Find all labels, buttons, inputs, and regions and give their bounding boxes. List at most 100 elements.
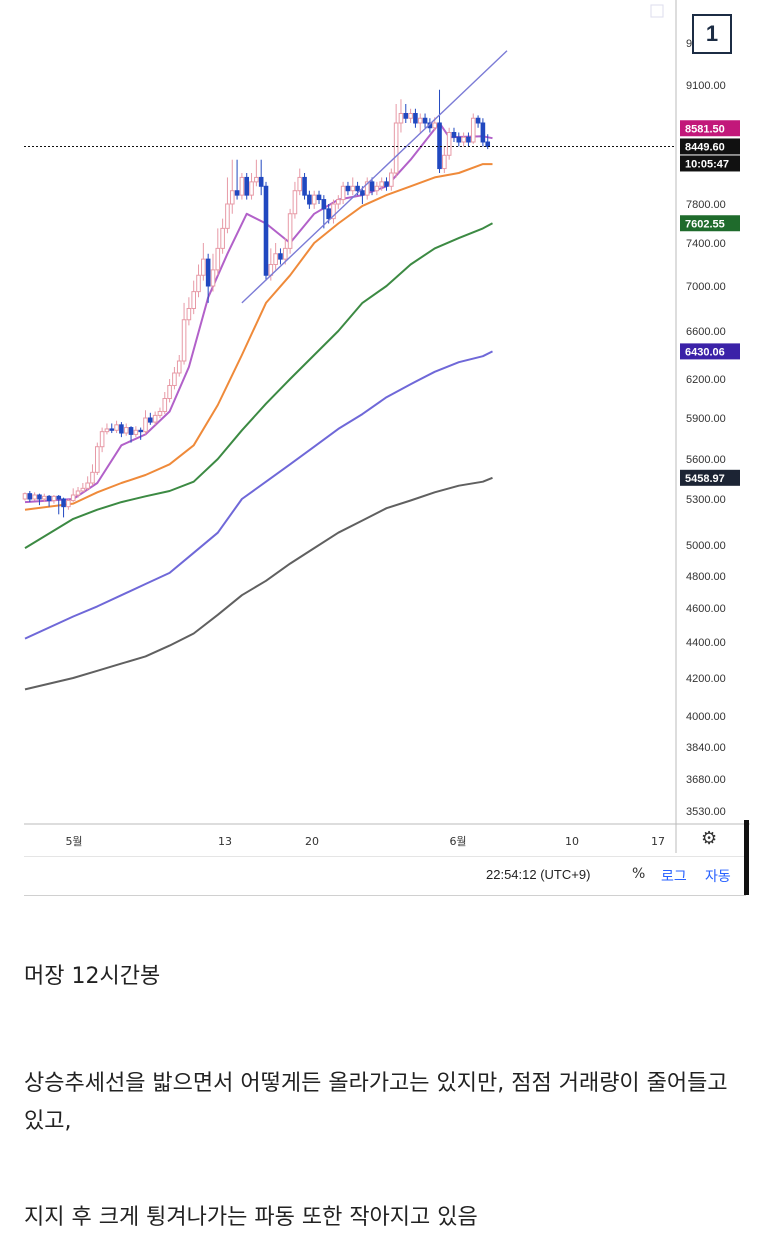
candle-body <box>278 253 283 260</box>
percent-scale-toggle[interactable]: % <box>632 866 646 882</box>
candle-body <box>307 194 312 205</box>
candle-body <box>282 247 288 260</box>
candle-body <box>210 269 216 287</box>
chart-area[interactable]: 9100.008500.007800.007400.007000.006600.… <box>0 0 773 900</box>
price-tick-label: 4800.00 <box>686 571 726 583</box>
candle-body <box>85 482 90 489</box>
log-scale-toggle[interactable]: 로그 <box>661 869 687 885</box>
candle-body <box>215 247 221 271</box>
candle-body <box>181 319 187 362</box>
candle-body <box>437 122 442 170</box>
auto-scale-toggle[interactable]: 자동 <box>705 869 731 885</box>
date-tick-label: 6월 <box>449 835 466 848</box>
candle-body <box>485 141 491 147</box>
candle-body <box>114 424 119 431</box>
candle-body <box>470 117 476 143</box>
candle-body <box>273 253 278 265</box>
candle-body <box>374 185 380 192</box>
candle-body <box>369 181 375 192</box>
candle-body <box>234 190 240 196</box>
price-tick-label: 3530.00 <box>686 806 726 818</box>
candle-body <box>446 132 452 156</box>
price-tick-label: 5600.00 <box>686 454 726 466</box>
candle-body <box>302 176 307 196</box>
price-tag-label: 8449.60 <box>685 141 725 153</box>
candle-body <box>46 495 52 502</box>
price-tag-countdown <box>680 155 740 172</box>
candle-body <box>66 500 71 508</box>
number-badge: 1 <box>692 14 732 54</box>
date-tick-label: 13 <box>218 835 232 848</box>
price-tick-label: 5000.00 <box>686 540 726 552</box>
candle-body <box>331 203 336 220</box>
candle-body <box>432 122 437 129</box>
price-tick-label: 5900.00 <box>686 413 726 425</box>
candle-body <box>22 493 28 500</box>
candle-body <box>292 190 298 215</box>
candle-body <box>384 181 389 187</box>
ma-line-gray <box>24 476 493 691</box>
candle-body <box>133 429 139 435</box>
candle-body <box>41 495 47 500</box>
price-tag-high <box>680 120 740 137</box>
price-tick-label: 3840.00 <box>686 742 726 754</box>
candle-body <box>157 411 163 416</box>
price-tick-label: 9100.00 <box>686 80 726 92</box>
candle-body <box>316 194 322 201</box>
candle-body <box>297 176 303 192</box>
price-tick-label: 4600.00 <box>686 603 726 615</box>
price-tick-label: 7400.00 <box>686 238 726 250</box>
candle-body <box>360 190 365 196</box>
candle-body <box>128 427 134 435</box>
candle-body <box>345 185 351 192</box>
date-tick-label: 5월 <box>65 835 82 848</box>
caption-title: 머장 12시간봉 <box>24 964 161 989</box>
candle-body <box>32 494 37 500</box>
settings-gear-icon[interactable]: ⚙ <box>701 828 718 849</box>
candle-body <box>466 136 471 143</box>
pane-button-icon[interactable] <box>650 4 664 18</box>
candle-body <box>143 417 148 433</box>
trendline <box>241 50 508 304</box>
clock-readout: 22:54:12 (UTC+9) <box>486 867 591 882</box>
candle-body <box>364 181 370 196</box>
candle-body <box>27 493 33 500</box>
candle-body <box>201 258 206 276</box>
price-tick-label: 9 <box>686 38 692 50</box>
price-tag-label: 6430.06 <box>685 346 725 358</box>
price-tick-label: 4200.00 <box>686 673 726 685</box>
candle-body <box>287 213 293 249</box>
price-tick-label: 6200.00 <box>686 374 726 386</box>
candle-body <box>176 360 182 374</box>
candle-body <box>172 372 177 386</box>
candle-body <box>413 113 418 124</box>
candle-body <box>148 417 153 423</box>
caption-paragraph-2: 지지 후 크게 튕겨나가는 파동 또한 작아지고 있음 <box>24 1205 478 1230</box>
candle-body <box>398 113 404 124</box>
candle-body <box>138 429 143 433</box>
candle-body <box>225 203 230 229</box>
date-tick-label: 10 <box>565 835 579 848</box>
candle-body <box>123 427 129 434</box>
price-tag-ma_green <box>680 215 740 232</box>
price-tick-label: 7800.00 <box>686 199 726 211</box>
candle-body <box>311 194 317 205</box>
candle-body <box>321 199 327 210</box>
candle-body <box>229 190 235 205</box>
candle-body <box>167 385 172 399</box>
candle-body <box>220 227 225 249</box>
candle-body <box>263 185 269 276</box>
price-tag-ma_purple <box>680 343 740 360</box>
price-tick-label: 5300.00 <box>686 494 726 506</box>
candle-body <box>186 308 192 321</box>
chart-status-bar: 22:54:12 (UTC+9) % 로그 자동 <box>24 856 746 896</box>
price-tag-label: 10:05:47 <box>685 158 729 170</box>
candle-body <box>61 498 66 508</box>
candle-body <box>417 117 423 124</box>
candle-body <box>191 291 196 309</box>
price-chart[interactable]: 9100.008500.007800.007400.007000.006600.… <box>0 0 773 900</box>
price-tag-label: 5458.97 <box>685 473 725 485</box>
candle-body <box>403 113 409 119</box>
ma-line-orange <box>24 163 493 511</box>
price-tag-last <box>680 138 740 155</box>
